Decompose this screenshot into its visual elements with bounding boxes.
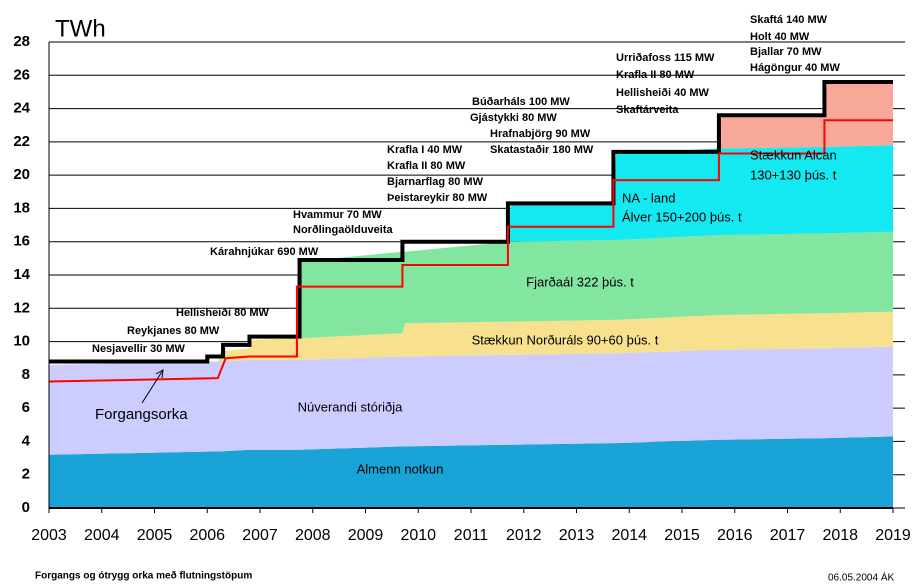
- y-tick-label: 10: [13, 333, 30, 350]
- x-tick-label: 2003: [31, 527, 67, 544]
- x-tick-label: 2012: [506, 527, 542, 544]
- y-tick-label: 8: [22, 366, 30, 383]
- y-tick-label: 20: [13, 166, 30, 183]
- area-label: NA - land: [622, 190, 675, 205]
- x-tick-label: 2019: [875, 527, 911, 544]
- y-tick-label: 18: [13, 199, 30, 216]
- y-tick-label: 22: [13, 133, 30, 150]
- y-tick-label: 26: [13, 66, 30, 83]
- annotation: Skaftárveita: [616, 104, 679, 116]
- x-tick-label: 2018: [822, 527, 858, 544]
- area: [49, 346, 893, 455]
- area-label: Núverandi stóriðja: [298, 399, 404, 414]
- area-label: Stækkun Alcan: [750, 147, 837, 162]
- x-tick-label: 2017: [770, 527, 806, 544]
- x-tick-label: 2016: [717, 527, 753, 544]
- y-tick-label: 14: [13, 266, 30, 283]
- chart-title: TWh: [55, 15, 106, 42]
- annotation: Urriðafoss 115 MW: [616, 52, 715, 64]
- area: [49, 231, 893, 365]
- y-tick-label: 2: [22, 466, 30, 483]
- y-tick-label: 28: [13, 33, 30, 50]
- x-tick-label: 2005: [137, 527, 173, 544]
- area: [49, 311, 893, 365]
- y-tick-label: 4: [22, 432, 31, 449]
- x-tick-label: 2013: [559, 527, 595, 544]
- y-tick-label: 16: [13, 233, 30, 250]
- annotation: Krafla I 40 MW: [387, 144, 463, 156]
- annotation: 130+130 þús. t: [750, 167, 837, 182]
- area-label: Stækkun Norðuráls 90+60 þús. t: [472, 332, 659, 347]
- area: [49, 436, 893, 508]
- step-line: [49, 79, 893, 364]
- y-tick-label: 0: [22, 499, 30, 516]
- annotation: Kárahnjúkar 690 MW: [210, 246, 319, 258]
- annotation: Skatastaðir 180 MW: [490, 144, 594, 156]
- annotation: Gjástykki 80 MW: [470, 112, 557, 124]
- area-label: Almenn notkun: [357, 461, 444, 476]
- annotation: Krafla II 80 MW: [616, 69, 695, 81]
- annotation: Þeistareykir 80 MW: [387, 192, 488, 204]
- y-tick-label: 6: [22, 399, 30, 416]
- x-tick-label: 2004: [84, 527, 120, 544]
- annotation: Norðlingaölduveita: [293, 224, 394, 236]
- x-tick-label: 2008: [295, 527, 331, 544]
- arrow-head: [155, 369, 164, 379]
- annotation: Hellisheiði 80 MW: [176, 307, 270, 319]
- annotation: Reykjanes 80 MW: [127, 325, 220, 337]
- x-tick-label: 2007: [242, 527, 278, 544]
- y-tick-label: 12: [13, 299, 30, 316]
- y-tick-label: 24: [13, 100, 30, 117]
- annotation: Krafla II 80 MW: [387, 160, 466, 172]
- annotation: Nesjavellir 30 MW: [92, 343, 186, 355]
- annotation: Hrafnabjörg 90 MW: [490, 128, 591, 140]
- annotation: Hvammur 70 MW: [293, 209, 382, 221]
- annotation: Holt 40 MW: [750, 31, 810, 43]
- x-tick-label: 2010: [400, 527, 436, 544]
- annotation: Hellisheiði 40 MW: [616, 87, 710, 99]
- area-label: Fjarðaál 322 þús. t: [526, 274, 634, 289]
- x-tick-label: 2011: [454, 527, 489, 544]
- date-note: 06.05.2004 ÁK: [828, 571, 894, 584]
- x-tick-label: 2014: [611, 527, 647, 544]
- annotation: Búðarháls 100 MW: [472, 96, 570, 108]
- annotation: Bjallar 70 MW: [750, 46, 822, 58]
- area: [49, 145, 893, 365]
- footnote: Forgangs og ótrygg orka með flutningstöp…: [35, 570, 252, 582]
- annotation: Bjarnarflag 80 MW: [387, 176, 484, 188]
- annotation: Álver 150+200 þús. t: [622, 209, 742, 224]
- x-tick-label: 2006: [189, 527, 225, 544]
- annotation: Hágöngur 40 MW: [750, 62, 840, 74]
- arrow: [141, 369, 164, 404]
- line-label: Forgangsorka: [95, 406, 188, 423]
- x-tick-label: 2009: [348, 527, 384, 544]
- x-tick-label: 2015: [664, 527, 700, 544]
- annotation: Skaftá 140 MW: [750, 14, 828, 26]
- step-line: [48, 119, 893, 383]
